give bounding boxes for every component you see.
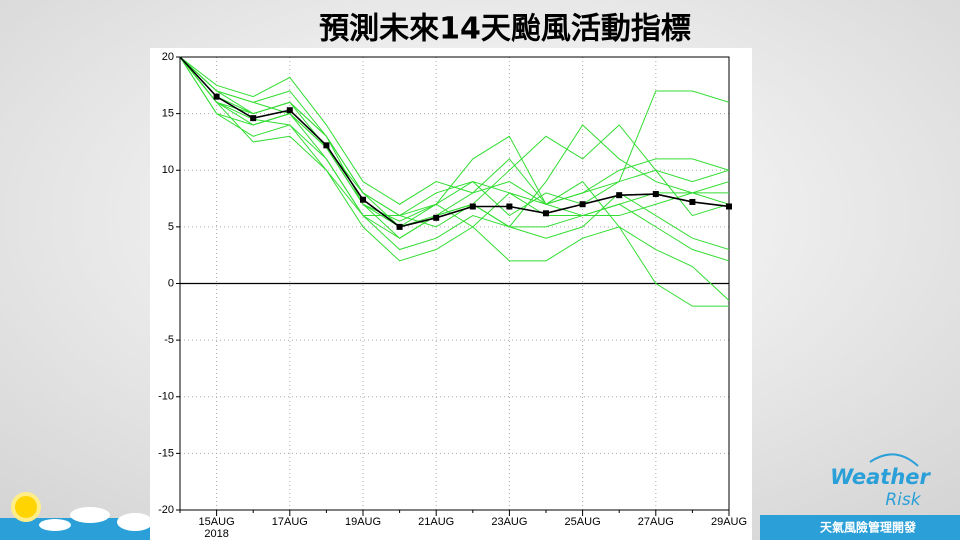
marker <box>616 192 623 199</box>
member-line <box>180 56 729 222</box>
footer-bar <box>760 515 960 540</box>
x-tick-label: 21AUG <box>418 516 454 528</box>
logo: Weather Risk <box>830 453 932 510</box>
member-line <box>180 56 729 251</box>
x-tick-label: 23AUG <box>491 516 527 528</box>
y-tick-label: 20 <box>162 51 174 63</box>
plot-frame <box>179 56 730 511</box>
x-tick-label: 27AUG <box>638 516 674 528</box>
y-tick-label: 15 <box>162 108 174 120</box>
y-tick-label: -5 <box>164 334 174 346</box>
marker <box>506 203 513 210</box>
company-name: 天氣風險管理開發 <box>820 520 917 535</box>
x-tick-label: 15AUG <box>199 516 235 528</box>
chart-title: 預測未來14天颱風活動指標 <box>319 12 691 47</box>
marker <box>250 115 257 122</box>
member-line <box>180 56 729 251</box>
marker <box>396 223 403 230</box>
member-line <box>180 56 729 301</box>
y-tick-label: -20 <box>158 504 174 516</box>
marker <box>286 107 293 114</box>
marker <box>579 201 586 208</box>
x-sublabel: 2018 <box>204 528 228 540</box>
x-tick-label: 25AUG <box>565 516 601 528</box>
marker <box>689 198 696 205</box>
x-tick-label: 17AUG <box>272 516 308 528</box>
member-line <box>180 56 729 217</box>
y-tick-label: 5 <box>168 221 174 233</box>
y-tick-label: 0 <box>168 277 174 289</box>
marker <box>323 142 330 149</box>
chart-panel <box>150 48 752 540</box>
member-line <box>180 56 729 228</box>
marker <box>726 203 732 210</box>
marker <box>469 203 476 210</box>
marker <box>213 93 220 100</box>
marker <box>652 191 659 198</box>
logo-text: Weather <box>830 465 931 489</box>
decor-left <box>0 492 153 540</box>
marker <box>433 214 440 221</box>
x-tick-label: 29AUG <box>711 516 747 528</box>
x-tick-label: 19AUG <box>345 516 381 528</box>
mean-line <box>180 56 729 228</box>
marker <box>360 196 366 203</box>
y-tick-label: 10 <box>162 164 174 176</box>
y-tick-label: -10 <box>158 391 174 403</box>
plot: 20 15 10 5 0 -5 -10 -15 -20 15AUG 17AUG 19AUG 21AUG 2… <box>158 51 747 540</box>
y-tick-label: -15 <box>158 447 174 459</box>
logo-text: Risk <box>885 490 921 510</box>
marker <box>543 210 549 217</box>
